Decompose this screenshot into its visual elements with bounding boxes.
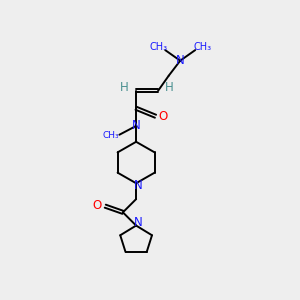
Text: CH₃: CH₃ xyxy=(102,131,119,140)
Text: CH₃: CH₃ xyxy=(193,43,211,52)
Text: N: N xyxy=(132,119,140,132)
Text: H: H xyxy=(165,81,174,94)
Text: N: N xyxy=(134,216,142,230)
Text: N: N xyxy=(134,178,142,191)
Text: O: O xyxy=(93,199,102,212)
Text: CH₃: CH₃ xyxy=(150,43,168,52)
Text: H: H xyxy=(120,81,129,94)
Text: O: O xyxy=(158,110,167,123)
Text: N: N xyxy=(176,54,184,67)
